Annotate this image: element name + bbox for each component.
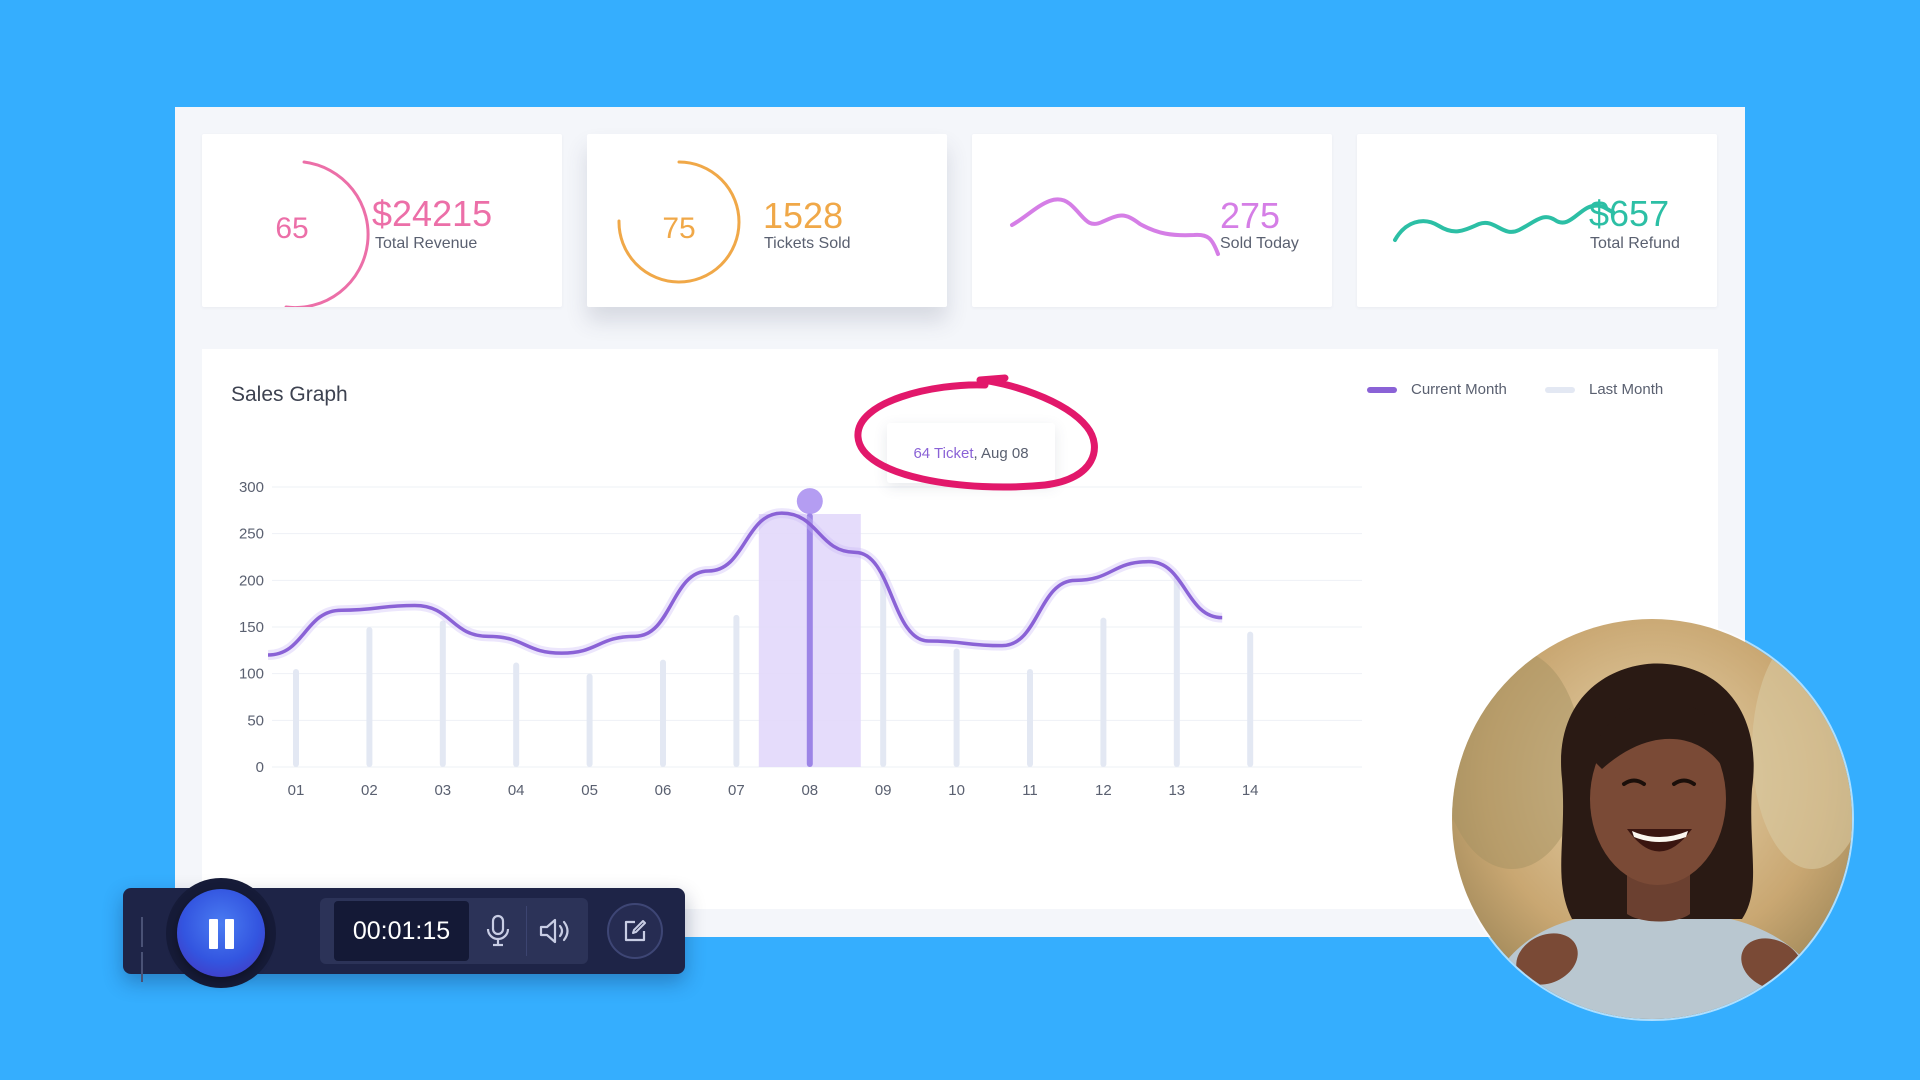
revenue-label: Total Revenue xyxy=(375,235,478,252)
last-month-bar xyxy=(366,627,373,767)
refund-sparkline xyxy=(1393,203,1615,242)
chart-tooltip: 64 Ticket , Aug 08 xyxy=(887,423,1055,483)
revenue-ring-icon xyxy=(284,160,370,307)
drag-handle[interactable] xyxy=(141,917,149,982)
y-tick-label: 50 xyxy=(247,712,264,729)
stat-card-total-revenue[interactable]: 65 $24215 Total Revenue xyxy=(202,134,562,307)
y-tick-label: 250 xyxy=(239,526,264,543)
x-tick-label: 07 xyxy=(728,782,745,799)
sold-today-value: 275 xyxy=(1220,195,1281,236)
y-tick-label: 150 xyxy=(239,619,264,636)
microphone-button[interactable] xyxy=(470,898,526,964)
stat-card-total-refund[interactable]: $657 Total Refund xyxy=(1357,134,1717,307)
x-tick-label: 01 xyxy=(288,782,305,799)
controls-divider xyxy=(526,906,527,956)
recorder-toolbar: 00:01:15 xyxy=(123,878,685,988)
sales-graph-title: Sales Graph xyxy=(231,383,348,406)
legend-swatch-current xyxy=(1367,386,1397,393)
x-tick-label: 09 xyxy=(875,782,892,799)
presenter-avatar xyxy=(1452,619,1852,1019)
tooltip-ticket-count: 64 Ticket xyxy=(913,444,974,462)
refund-label: Total Refund xyxy=(1590,235,1680,252)
x-tick-label: 06 xyxy=(655,782,672,799)
legend-swatch-last xyxy=(1545,386,1575,393)
tickets-label: Tickets Sold xyxy=(764,235,851,252)
last-month-bar xyxy=(1100,617,1107,767)
highlight-point xyxy=(796,488,823,515)
stat-card-tickets-sold[interactable]: 75 1528 Tickets Sold xyxy=(587,134,947,307)
current-month-line xyxy=(267,511,1223,657)
last-month-bar xyxy=(806,513,813,767)
x-tick-label: 11 xyxy=(1022,782,1038,799)
x-tick-label: 12 xyxy=(1095,782,1112,799)
tooltip-date: , Aug 08 xyxy=(973,444,1029,462)
dashboard-panel: 65 $24215 Total Revenue 75 1528 Tickets … xyxy=(175,107,1745,937)
current-month-line-glow xyxy=(267,508,1223,660)
last-month-bar xyxy=(733,614,740,767)
x-tick-label: 02 xyxy=(361,782,378,799)
last-month-bar xyxy=(586,673,593,767)
speaker-icon xyxy=(539,918,569,944)
x-tick-label: 13 xyxy=(1168,782,1185,799)
recorder-controls: 00:01:15 xyxy=(320,898,588,964)
x-tick-label: 03 xyxy=(434,782,451,799)
y-tick-label: 300 xyxy=(239,479,264,496)
pause-icon xyxy=(209,919,218,949)
pause-button[interactable] xyxy=(177,889,265,977)
x-tick-label: 05 xyxy=(581,782,598,799)
tickets-ring-value: 75 xyxy=(662,212,696,245)
recording-timer: 00:01:15 xyxy=(334,901,469,961)
y-tick-label: 0 xyxy=(256,759,264,776)
legend-current-month[interactable]: Current Month xyxy=(1367,381,1507,398)
last-month-bar xyxy=(660,659,666,767)
x-tick-label: 14 xyxy=(1242,782,1259,799)
legend-label-current: Current Month xyxy=(1411,381,1507,398)
sold-today-sparkline xyxy=(1010,197,1220,256)
legend-last-month[interactable]: Last Month xyxy=(1545,381,1663,398)
x-tick-label: 08 xyxy=(801,782,818,799)
last-month-bar xyxy=(1173,575,1180,767)
stat-card-sold-today[interactable]: 275 Sold Today xyxy=(972,134,1332,307)
last-month-bar xyxy=(880,571,887,767)
revenue-ring-value: 65 xyxy=(275,212,309,245)
tickets-ring-icon xyxy=(617,160,741,284)
speaker-button[interactable] xyxy=(528,898,584,964)
legend-label-last: Last Month xyxy=(1589,381,1664,398)
last-month-bar xyxy=(439,620,446,767)
last-month-bar xyxy=(1247,631,1254,767)
revenue-value: $24215 xyxy=(372,193,493,234)
last-month-bar xyxy=(513,662,520,767)
x-tick-label: 04 xyxy=(508,782,525,799)
webcam-bubble[interactable] xyxy=(1450,617,1854,1021)
sold-today-label: Sold Today xyxy=(1220,235,1299,252)
refund-value: $657 xyxy=(1589,193,1670,234)
last-month-bar xyxy=(953,648,960,767)
last-month-bar xyxy=(293,669,299,767)
y-tick-label: 100 xyxy=(239,666,264,683)
microphone-icon xyxy=(486,914,510,947)
tickets-value: 1528 xyxy=(763,195,844,236)
last-month-bar xyxy=(1027,669,1033,767)
pause-icon-bar xyxy=(225,919,234,949)
annotate-button[interactable] xyxy=(607,903,663,959)
sales-chart[interactable]: 0 50 100 150 200 250 300 01 02 03 04 05 06 07 08 09 10 11… xyxy=(202,349,1718,909)
y-tick-label: 200 xyxy=(239,572,264,589)
x-tick-label: 10 xyxy=(948,782,965,799)
edit-icon xyxy=(624,920,646,942)
